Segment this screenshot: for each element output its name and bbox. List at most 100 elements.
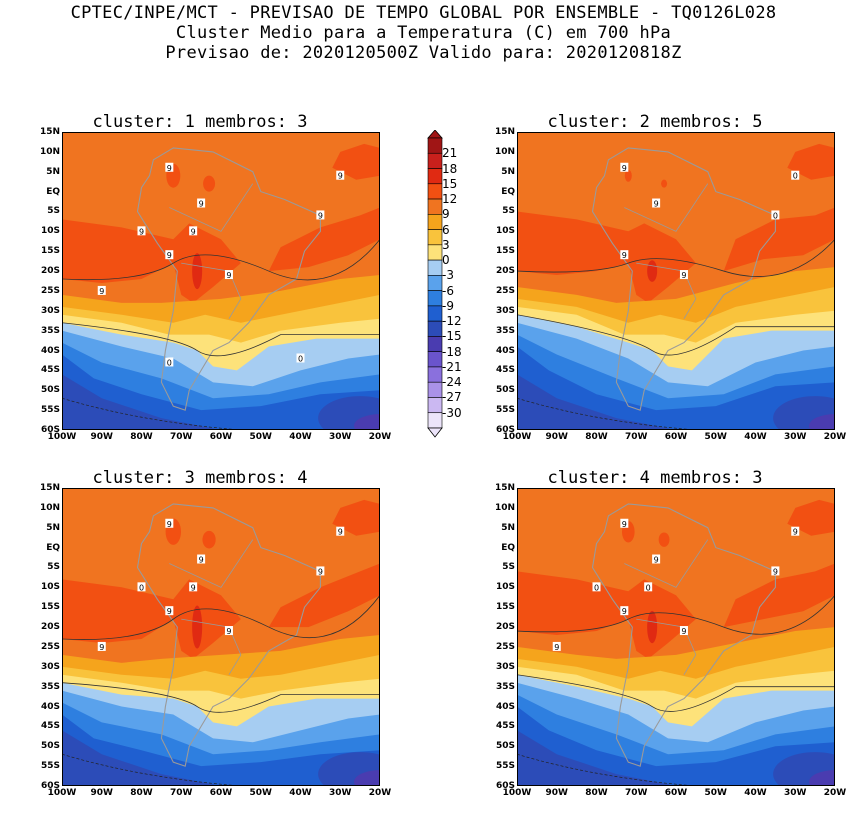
coastline xyxy=(136,147,321,411)
contour-label: 0 xyxy=(771,210,780,220)
y-tick-label: 25S xyxy=(40,285,60,296)
field-band-neg15-neg12 xyxy=(517,374,835,430)
colorbar-level-label: 0 xyxy=(442,253,450,268)
contour-9 xyxy=(517,595,835,635)
y-tick-label: 50S xyxy=(40,741,60,752)
x-tick-label: 30W xyxy=(329,432,352,442)
map-frame xyxy=(517,488,835,786)
svg-text:9: 9 xyxy=(191,227,196,236)
y-tick-label: 25S xyxy=(40,641,60,652)
y-tick-label: 50S xyxy=(495,741,515,752)
contour-label: 9 xyxy=(679,626,688,636)
y-tick-label: 5N xyxy=(46,166,60,177)
svg-text:9: 9 xyxy=(167,607,172,616)
field-band-neg12-neg9 xyxy=(517,706,835,786)
x-tick-label: 20W xyxy=(368,788,392,798)
colorbar-level-label: -15 xyxy=(442,329,462,344)
y-tick-label: 10N xyxy=(39,502,60,513)
y-tick-label: 30S xyxy=(40,661,60,672)
x-tick-label: 60W xyxy=(664,788,688,798)
x-tick-label: 50W xyxy=(249,788,272,798)
cluster-panel-1: cluster: 1 membros: 3 9 9 9 9 9 9 9 9 9 0 0 15N 10N 5N… xyxy=(0,112,400,462)
y-tick-label: 10S xyxy=(40,582,60,593)
svg-text:9: 9 xyxy=(654,556,659,565)
contour-label: 9 xyxy=(97,641,106,652)
colorbar-level-label: -24 xyxy=(442,375,462,390)
y-tick-label: 40S xyxy=(495,701,515,712)
colorbar-swatch xyxy=(427,412,443,429)
colorbar-swatch xyxy=(427,183,443,200)
contour-label: 9 xyxy=(197,554,206,565)
colorbar-swatch xyxy=(427,214,443,230)
y-tick-label: 40S xyxy=(40,701,60,712)
contour-label: 9 xyxy=(679,270,688,280)
x-tick-label: 70W xyxy=(625,432,648,442)
contour-label: 9 xyxy=(165,250,174,260)
field-band-neg15-neg12 xyxy=(517,730,835,786)
contour-label: 0 xyxy=(592,582,601,592)
colorbar-level-label: 15 xyxy=(442,176,458,191)
contour-label: 9 xyxy=(620,162,629,173)
colorbar-swatch xyxy=(427,244,443,261)
y-tick-label: 40S xyxy=(40,345,60,356)
coastline xyxy=(591,147,776,411)
x-tick-label: 20W xyxy=(368,432,392,442)
y-tick-label: 45S xyxy=(40,365,60,376)
svg-text:9: 9 xyxy=(681,271,686,280)
y-tick-label: 15S xyxy=(40,246,60,257)
contour-9 xyxy=(62,595,380,640)
coastline xyxy=(136,503,321,767)
x-tick-label: 50W xyxy=(249,432,272,442)
temperature-map: 9 9 9 9 9 9 9 9 0 xyxy=(62,488,380,786)
y-tick-label: 50S xyxy=(40,385,60,396)
y-tick-label: 25S xyxy=(495,285,515,296)
svg-text:9: 9 xyxy=(622,164,627,173)
country-border xyxy=(624,183,709,232)
map-frame xyxy=(62,488,380,786)
colorbar xyxy=(427,130,443,438)
x-tick-label: 50W xyxy=(704,432,727,442)
colorbar-level-label: 21 xyxy=(442,146,458,161)
x-tick-label: 80W xyxy=(585,432,608,442)
y-tick-label: 30S xyxy=(40,305,60,316)
colorbar-level-label: -12 xyxy=(442,314,462,329)
svg-text:9: 9 xyxy=(99,287,104,296)
svg-text:9: 9 xyxy=(191,583,196,592)
y-tick-label: 15S xyxy=(40,602,60,613)
field-band-12-15-atlantic xyxy=(268,563,380,628)
contour-label: 9 xyxy=(620,518,629,529)
y-tick-label: 60S xyxy=(495,781,515,791)
y-tick-label: 60S xyxy=(495,425,515,435)
colorbar-level-label: -6 xyxy=(442,283,454,298)
contour-label: 9 xyxy=(620,606,629,616)
x-tick-label: 90W xyxy=(545,788,568,798)
y-tick-label: 60S xyxy=(40,425,60,435)
contour-label: 9 xyxy=(224,270,233,280)
x-tick-label: 70W xyxy=(170,432,193,442)
colorbar-swatch xyxy=(427,366,443,383)
svg-text:9: 9 xyxy=(226,271,231,280)
svg-text:9: 9 xyxy=(99,643,104,652)
y-tick-label: 5S xyxy=(502,562,515,573)
colorbar-level-label: -21 xyxy=(442,359,462,374)
y-tick-label: 55S xyxy=(495,405,515,416)
colorbar-swatch xyxy=(427,351,443,368)
contour-negative xyxy=(62,753,241,786)
colorbar-bottom-arrow xyxy=(427,427,443,438)
y-tick-label: 10N xyxy=(494,146,515,157)
contour-label: 9 xyxy=(336,526,345,537)
x-tick-label: 30W xyxy=(784,432,807,442)
y-tick-label: 40S xyxy=(495,345,515,356)
svg-text:9: 9 xyxy=(318,211,323,220)
temperature-map: 9 9 9 9 0 0 xyxy=(517,132,835,430)
y-tick-label: 30S xyxy=(495,661,515,672)
contour-label: 0 xyxy=(791,170,800,181)
colorbar-swatch xyxy=(427,397,443,414)
x-tick-label: 40W xyxy=(744,432,767,442)
contour-label: 9 xyxy=(652,198,661,209)
x-tick-label: 90W xyxy=(545,432,568,442)
header-title-line: CPTEC/INPE/MCT - PREVISAO DE TEMPO GLOBA… xyxy=(70,3,777,23)
colorbar-level-label: 12 xyxy=(442,192,458,207)
field-core-15-18 xyxy=(647,260,658,282)
field-core-15-18 xyxy=(192,253,203,290)
